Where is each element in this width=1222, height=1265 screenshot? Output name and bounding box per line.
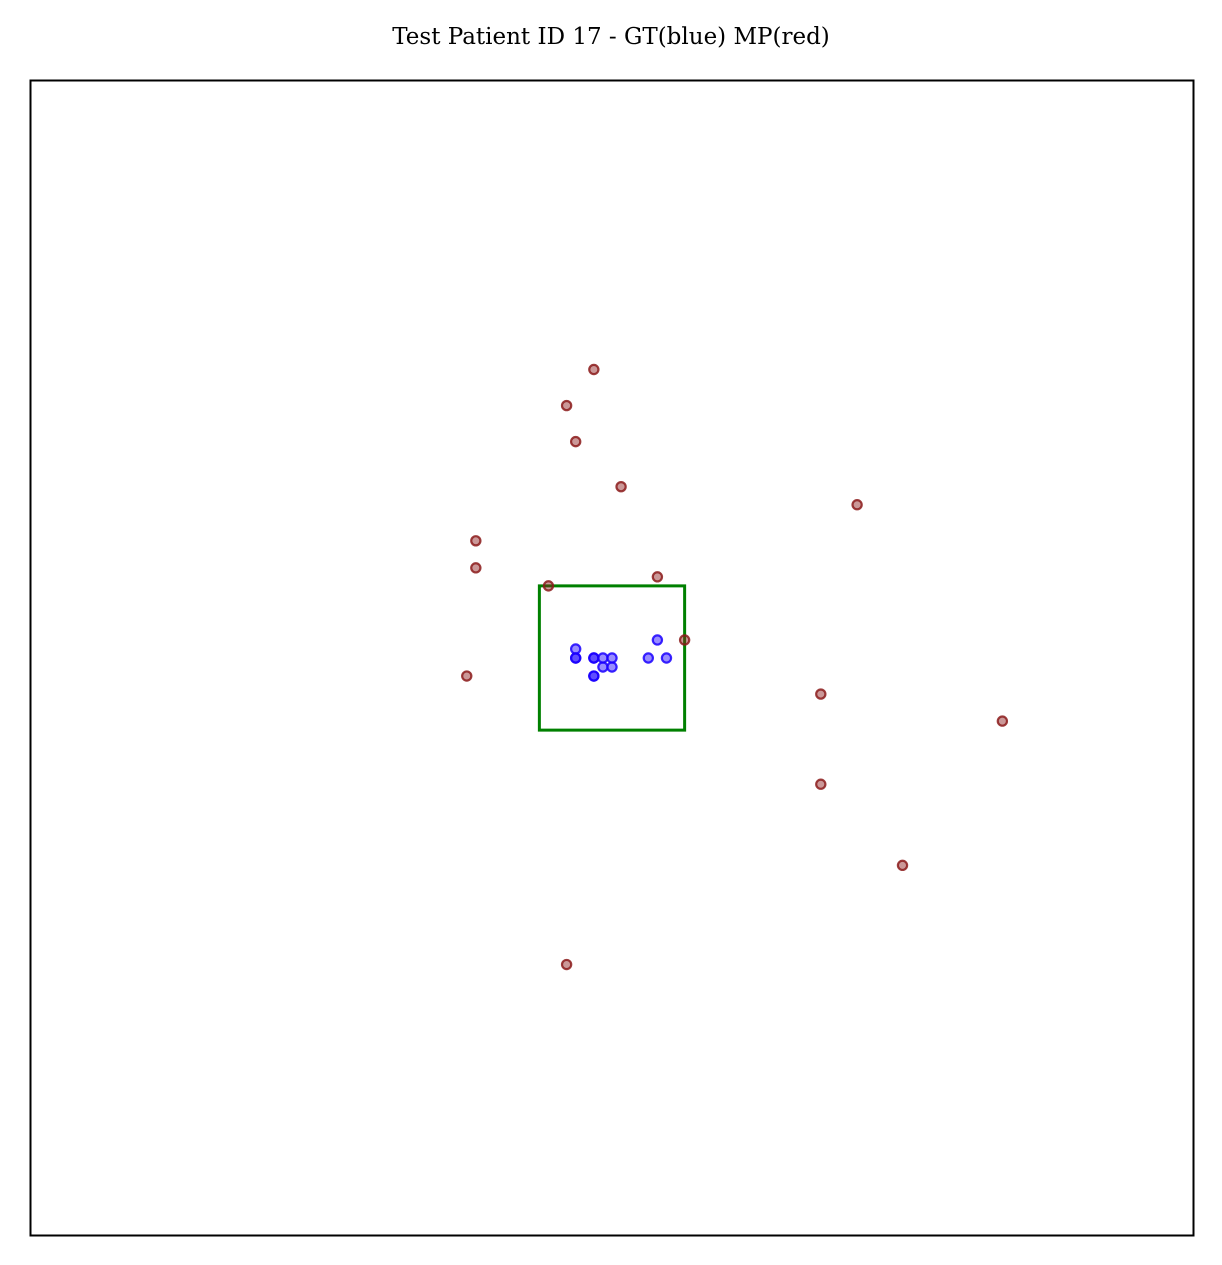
plot-marks — [461, 363, 1009, 971]
data-point-series-0-5 — [606, 661, 618, 673]
region-box — [537, 584, 687, 732]
data-point-series-1-5 — [470, 535, 482, 547]
data-point-series-1-7 — [542, 580, 555, 592]
data-point-series-0-13 — [569, 652, 582, 664]
data-point-series-1-0 — [588, 363, 600, 376]
data-point-series-0-0 — [569, 643, 582, 655]
data-point-series-1-4 — [851, 499, 863, 511]
chart-title: Test Patient ID 17 - GT(blue) MP(red) — [392, 24, 830, 50]
data-point-series-1-8 — [651, 571, 664, 583]
data-point-series-0-8 — [588, 652, 600, 664]
data-point-series-0-10 — [651, 634, 664, 646]
plot-frame — [29, 79, 1195, 1237]
data-point-series-1-2 — [569, 435, 582, 448]
data-point-series-1-13 — [815, 778, 827, 790]
data-point-series-1-14 — [896, 859, 909, 872]
data-point-series-1-1 — [560, 399, 573, 412]
data-point-series-1-10 — [461, 670, 473, 682]
data-point-series-0-4 — [597, 661, 609, 673]
data-point-series-0-11 — [660, 652, 673, 664]
data-point-series-1-6 — [470, 562, 482, 574]
data-point-series-0-3 — [606, 652, 618, 664]
data-point-series-1-15 — [560, 958, 573, 971]
data-point-series-1-3 — [615, 481, 627, 493]
data-point-series-0-9 — [642, 652, 655, 664]
data-point-series-1-12 — [996, 715, 1009, 727]
data-point-series-0-2 — [597, 652, 609, 664]
data-point-series-1-9 — [678, 634, 691, 646]
data-point-series-1-11 — [815, 688, 827, 700]
data-point-series-0-12 — [588, 670, 600, 682]
